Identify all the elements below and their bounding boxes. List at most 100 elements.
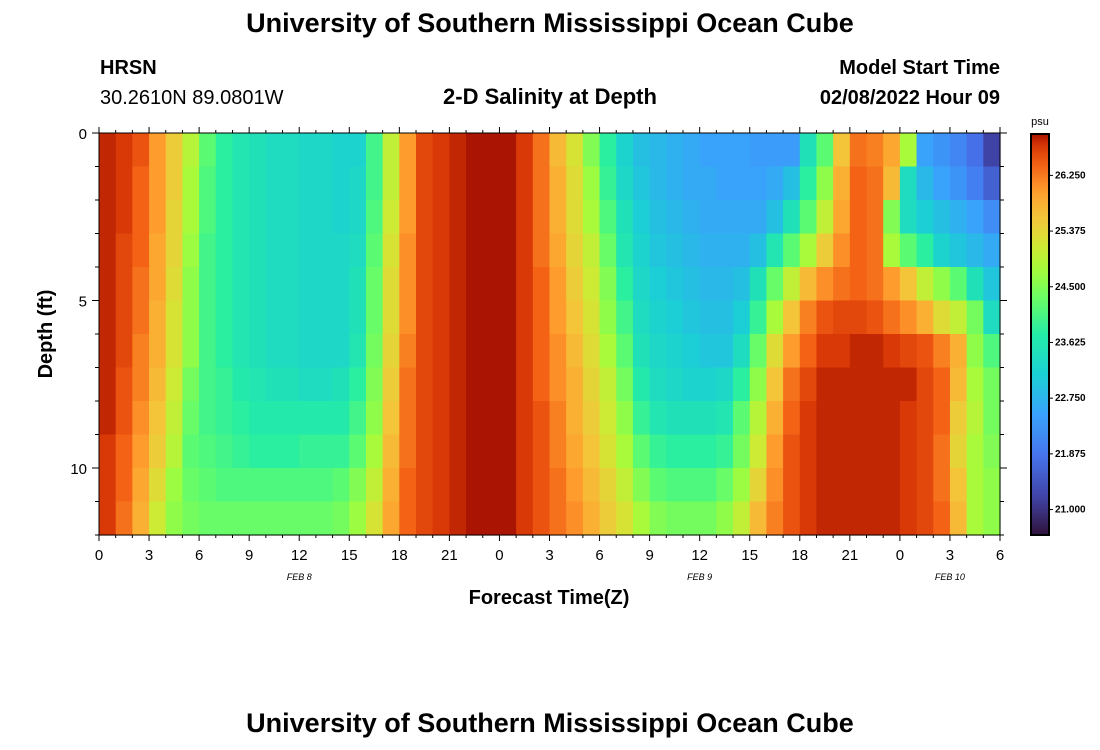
- heatmap-cell: [933, 401, 951, 436]
- heatmap-cell: [282, 133, 300, 168]
- heatmap-cell: [432, 166, 450, 201]
- heatmap-cell: [532, 166, 551, 201]
- heatmap-cell: [733, 300, 751, 335]
- heatmap-cell: [866, 166, 884, 201]
- heatmap-cell: [99, 133, 117, 168]
- heatmap-cell: [799, 233, 818, 268]
- heatmap-cell: [566, 334, 584, 369]
- heatmap-cell: [632, 501, 651, 536]
- heatmap-cell: [149, 166, 167, 201]
- heatmap-cell: [549, 233, 567, 268]
- y-axis-label: Depth (ft): [35, 290, 57, 379]
- heatmap-cell: [733, 233, 751, 268]
- heatmap-cell: [649, 166, 667, 201]
- y-tick-label: 10: [70, 461, 87, 478]
- heatmap-cell: [399, 401, 417, 436]
- heatmap-cell: [332, 468, 350, 503]
- x-axis-label: Forecast Time(Z): [469, 587, 630, 609]
- heatmap-cell: [699, 133, 717, 168]
- heatmap-cell: [349, 200, 367, 235]
- heatmap-cell: [849, 133, 868, 168]
- heatmap-cell: [666, 367, 684, 402]
- heatmap-cell: [132, 300, 150, 335]
- heatmap-cell: [632, 468, 651, 503]
- heatmap-cell: [733, 133, 751, 168]
- heatmap-cell: [449, 200, 467, 235]
- heatmap-cell: [165, 367, 184, 402]
- heatmap-cell: [716, 166, 734, 201]
- x-tick-label: 3: [946, 547, 954, 564]
- heatmap-cell: [499, 367, 517, 402]
- heatmap-cell: [749, 166, 768, 201]
- x-tick-label: 21: [441, 547, 458, 564]
- heatmap-cell: [899, 233, 918, 268]
- heatmap-cell: [783, 434, 801, 469]
- heatmap-cell: [616, 166, 634, 201]
- heatmap-cell: [582, 166, 601, 201]
- heatmap-cell: [232, 434, 250, 469]
- heatmap-cell: [265, 200, 284, 235]
- x-tick-label: 15: [341, 547, 358, 564]
- heatmap-cell: [766, 468, 784, 503]
- heatmap-cell: [916, 401, 934, 436]
- heatmap-cell: [833, 300, 851, 335]
- heatmap-cell: [933, 468, 951, 503]
- heatmap-cell: [749, 434, 768, 469]
- heatmap-cell: [916, 367, 934, 402]
- heatmap-cell: [466, 501, 484, 536]
- heatmap-cell: [149, 334, 167, 369]
- heatmap-cells: [99, 133, 1001, 536]
- heatmap-cell: [582, 300, 601, 335]
- heatmap-cell: [499, 334, 517, 369]
- heatmap-cell: [549, 501, 567, 536]
- heatmap-cell: [449, 334, 467, 369]
- heatmap-cell: [783, 200, 801, 235]
- heatmap-cell: [933, 200, 951, 235]
- heatmap-cell: [232, 166, 250, 201]
- heatmap-cell: [649, 434, 667, 469]
- heatmap-cell: [549, 401, 567, 436]
- heatmap-cell: [783, 401, 801, 436]
- heatmap-cell: [866, 200, 884, 235]
- heatmap-cell: [966, 200, 984, 235]
- heatmap-cell: [566, 300, 584, 335]
- heatmap-cell: [649, 133, 667, 168]
- heatmap-cell: [382, 267, 400, 302]
- heatmap-cell: [699, 334, 717, 369]
- heatmap-cell: [365, 267, 384, 302]
- heatmap-cell: [232, 233, 250, 268]
- heatmap-cell: [983, 233, 1001, 268]
- heatmap-cell: [949, 468, 968, 503]
- heatmap-cell: [265, 501, 284, 536]
- heatmap-cell: [115, 468, 133, 503]
- heatmap-cell: [549, 267, 567, 302]
- heatmap-cell: [532, 300, 551, 335]
- heatmap-cell: [532, 401, 551, 436]
- colorbar-tick-label: 23.625: [1055, 337, 1086, 348]
- heatmap-cell: [699, 468, 717, 503]
- heatmap-cell: [566, 166, 584, 201]
- heatmap-cell: [516, 133, 534, 168]
- heatmap-cell: [783, 233, 801, 268]
- heatmap-cell: [299, 334, 317, 369]
- heatmap-cell: [182, 200, 200, 235]
- heatmap-cell: [449, 166, 467, 201]
- heatmap-cell: [783, 367, 801, 402]
- heatmap-cell: [282, 401, 300, 436]
- heatmap-cell: [182, 334, 200, 369]
- heatmap-cell: [699, 200, 717, 235]
- heatmap-cell: [165, 300, 184, 335]
- heatmap-cell: [749, 367, 768, 402]
- heatmap-cell: [365, 434, 384, 469]
- heatmap-cell: [883, 267, 901, 302]
- heatmap-cell: [516, 166, 534, 201]
- heatmap-cell: [766, 401, 784, 436]
- heatmap-cell: [582, 233, 601, 268]
- heatmap-cell: [482, 233, 501, 268]
- heatmap-cell: [215, 334, 234, 369]
- heatmap-cell: [315, 166, 334, 201]
- heatmap-cell: [115, 334, 133, 369]
- heatmap-cell: [549, 133, 567, 168]
- heatmap-cell: [232, 334, 250, 369]
- heatmap-cell: [666, 434, 684, 469]
